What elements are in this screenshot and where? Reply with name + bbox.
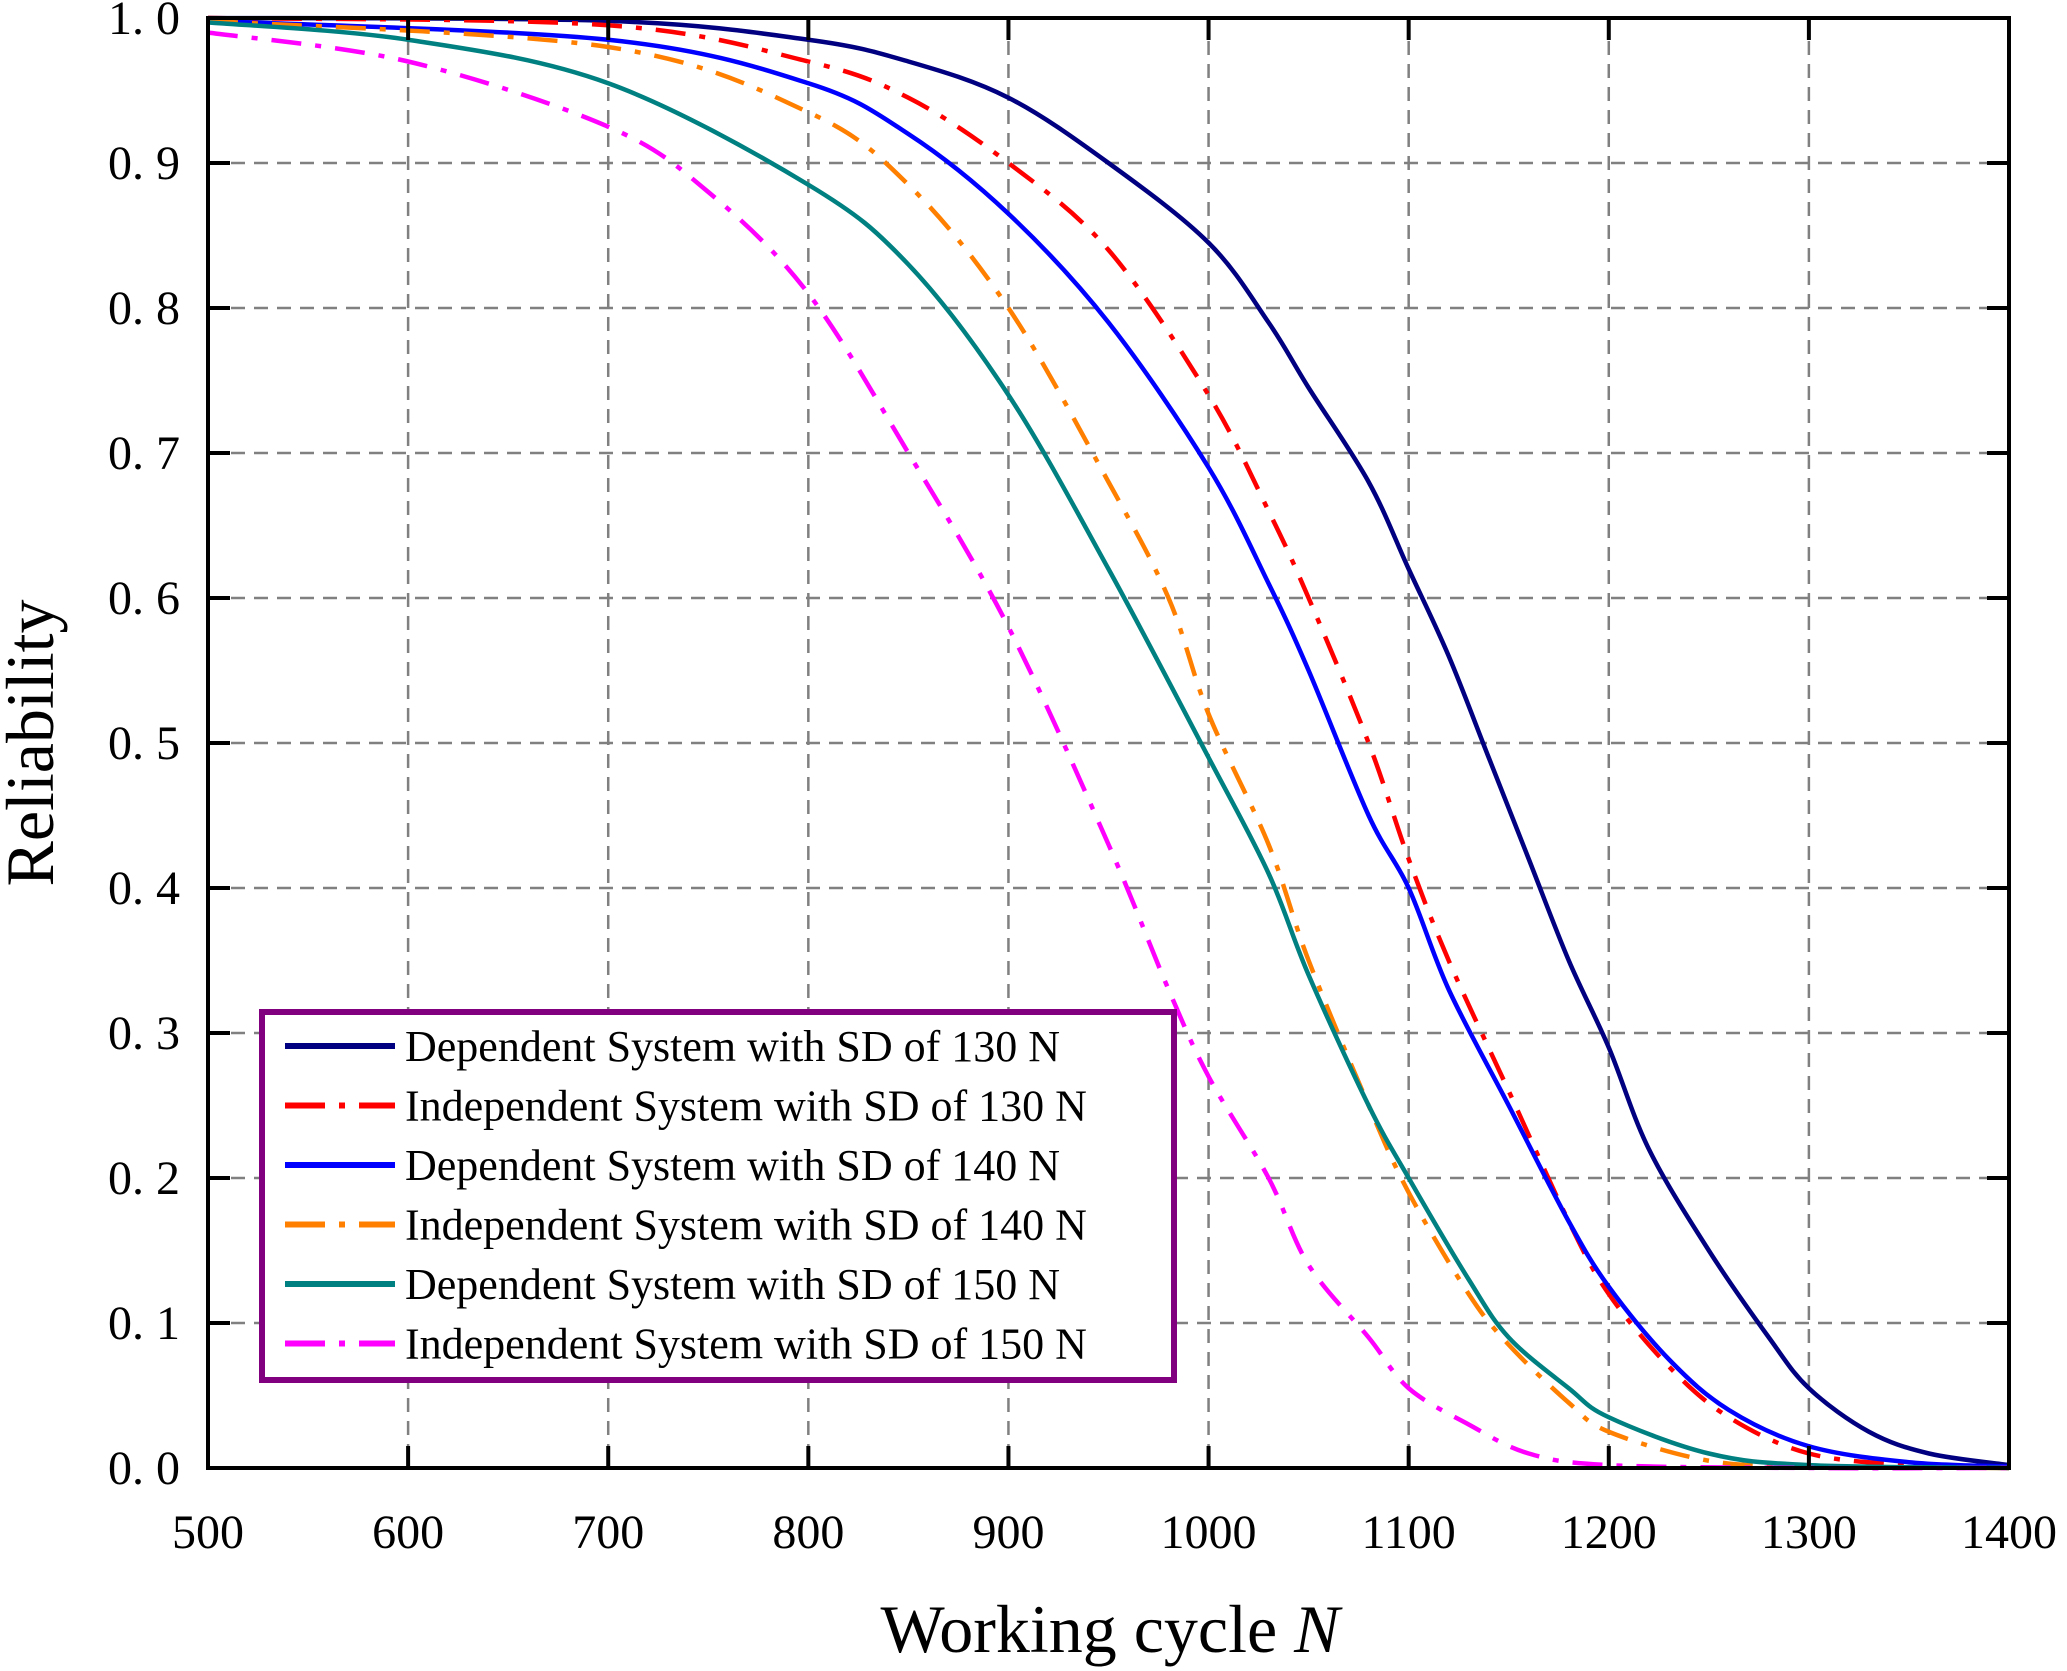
y-tick-label: 0. 4 [108, 862, 180, 915]
x-tick-label: 800 [772, 1506, 844, 1559]
series-line-4 [207, 18, 2010, 1471]
x-tick-label: 1100 [1362, 1506, 1456, 1559]
x-tick-label: 500 [172, 1506, 244, 1559]
y-tick-label: 0. 3 [108, 1007, 180, 1060]
legend-label: Independent System with SD of 130 N [405, 1082, 1087, 1131]
x-tick-label: 1300 [1761, 1506, 1857, 1559]
x-tick-label: 1400 [1961, 1506, 2057, 1559]
x-axis-label: Working cycle N [880, 1591, 1343, 1667]
legend-label: Independent System with SD of 150 N [405, 1320, 1087, 1369]
series-line-6 [207, 30, 2010, 1471]
legend-label: Dependent System with SD of 140 N [405, 1141, 1060, 1190]
plot-frame [206, 16, 2011, 1470]
y-tick-label: 0. 1 [108, 1297, 180, 1350]
y-tick-label: 0. 8 [108, 282, 180, 335]
legend-label: Dependent System with SD of 150 N [405, 1260, 1060, 1309]
y-tick-label: 1. 0 [108, 0, 180, 45]
x-tick-label: 700 [572, 1506, 644, 1559]
series-line-2 [207, 15, 2010, 1471]
series-line-3 [207, 18, 2010, 1469]
x-tick-label: 900 [972, 1506, 1044, 1559]
y-tick-label: 0. 7 [108, 427, 180, 480]
legend-box [259, 1009, 1177, 1383]
series-lines [207, 15, 2010, 1471]
y-tick-label: 0. 0 [108, 1442, 180, 1495]
y-tick-labels: 0. 0 0. 1 0. 2 0. 3 0. 4 0. 5 0. 6 0. 7 0. 8 0. 9… [108, 0, 180, 1495]
y-tick-label: 0. 9 [108, 137, 180, 190]
x-tick-label: 1200 [1561, 1506, 1657, 1559]
x-tick-label: 600 [372, 1506, 444, 1559]
legend-label: Dependent System with SD of 130 N [405, 1022, 1060, 1071]
x-tick-label: 1000 [1161, 1506, 1257, 1559]
series-line-5 [207, 20, 2010, 1471]
legend: Dependent System with SD of 130 N Indepen… [259, 1009, 1177, 1383]
legend-label: Independent System with SD of 140 N [405, 1201, 1087, 1250]
y-tick-label: 0. 2 [108, 1152, 180, 1205]
y-tick-label: 0. 5 [108, 717, 180, 770]
y-axis-label: Reliability [0, 599, 68, 886]
x-tick-labels: 500 600 700 800 900 1000 1100 1200 1300 1400 [172, 1506, 2057, 1559]
y-tick-label: 0. 6 [108, 572, 180, 625]
series-line-1 [207, 15, 2010, 1468]
